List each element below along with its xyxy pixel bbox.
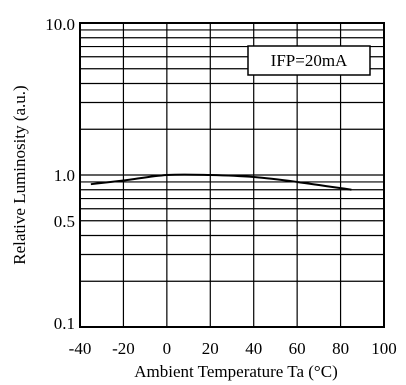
annotation-frame	[247, 45, 371, 76]
x-tick-label: 40	[245, 339, 262, 358]
x-axis-label: Ambient Temperature Ta (°C)	[134, 362, 337, 381]
y-axis-label: Relative Luminosity (a.u.)	[10, 85, 29, 264]
x-tick-label: -20	[112, 339, 135, 358]
x-tick-labels: -40 -20 0 20 40 60 80 100	[69, 339, 397, 358]
x-tick-label: -40	[69, 339, 92, 358]
y-tick-label: 0.5	[54, 212, 75, 231]
x-tick-label: 100	[371, 339, 397, 358]
y-tick-label: 0.1	[54, 314, 75, 333]
y-tick-label: 10.0	[45, 15, 75, 34]
x-tick-label: 60	[289, 339, 306, 358]
series-line-0	[90, 173, 352, 191]
x-tick-label: 0	[163, 339, 172, 358]
x-tick-label: 20	[202, 339, 219, 358]
annotation-box: IFP=20mA	[247, 45, 371, 76]
plot-frame	[79, 22, 385, 328]
series-group	[90, 173, 352, 191]
x-tick-label: 80	[332, 339, 349, 358]
annotation-text: IFP=20mA	[271, 51, 348, 70]
y-tick-label: 1.0	[54, 166, 75, 185]
y-tick-labels: 10.0 1.0 0.5 0.1	[45, 15, 75, 333]
